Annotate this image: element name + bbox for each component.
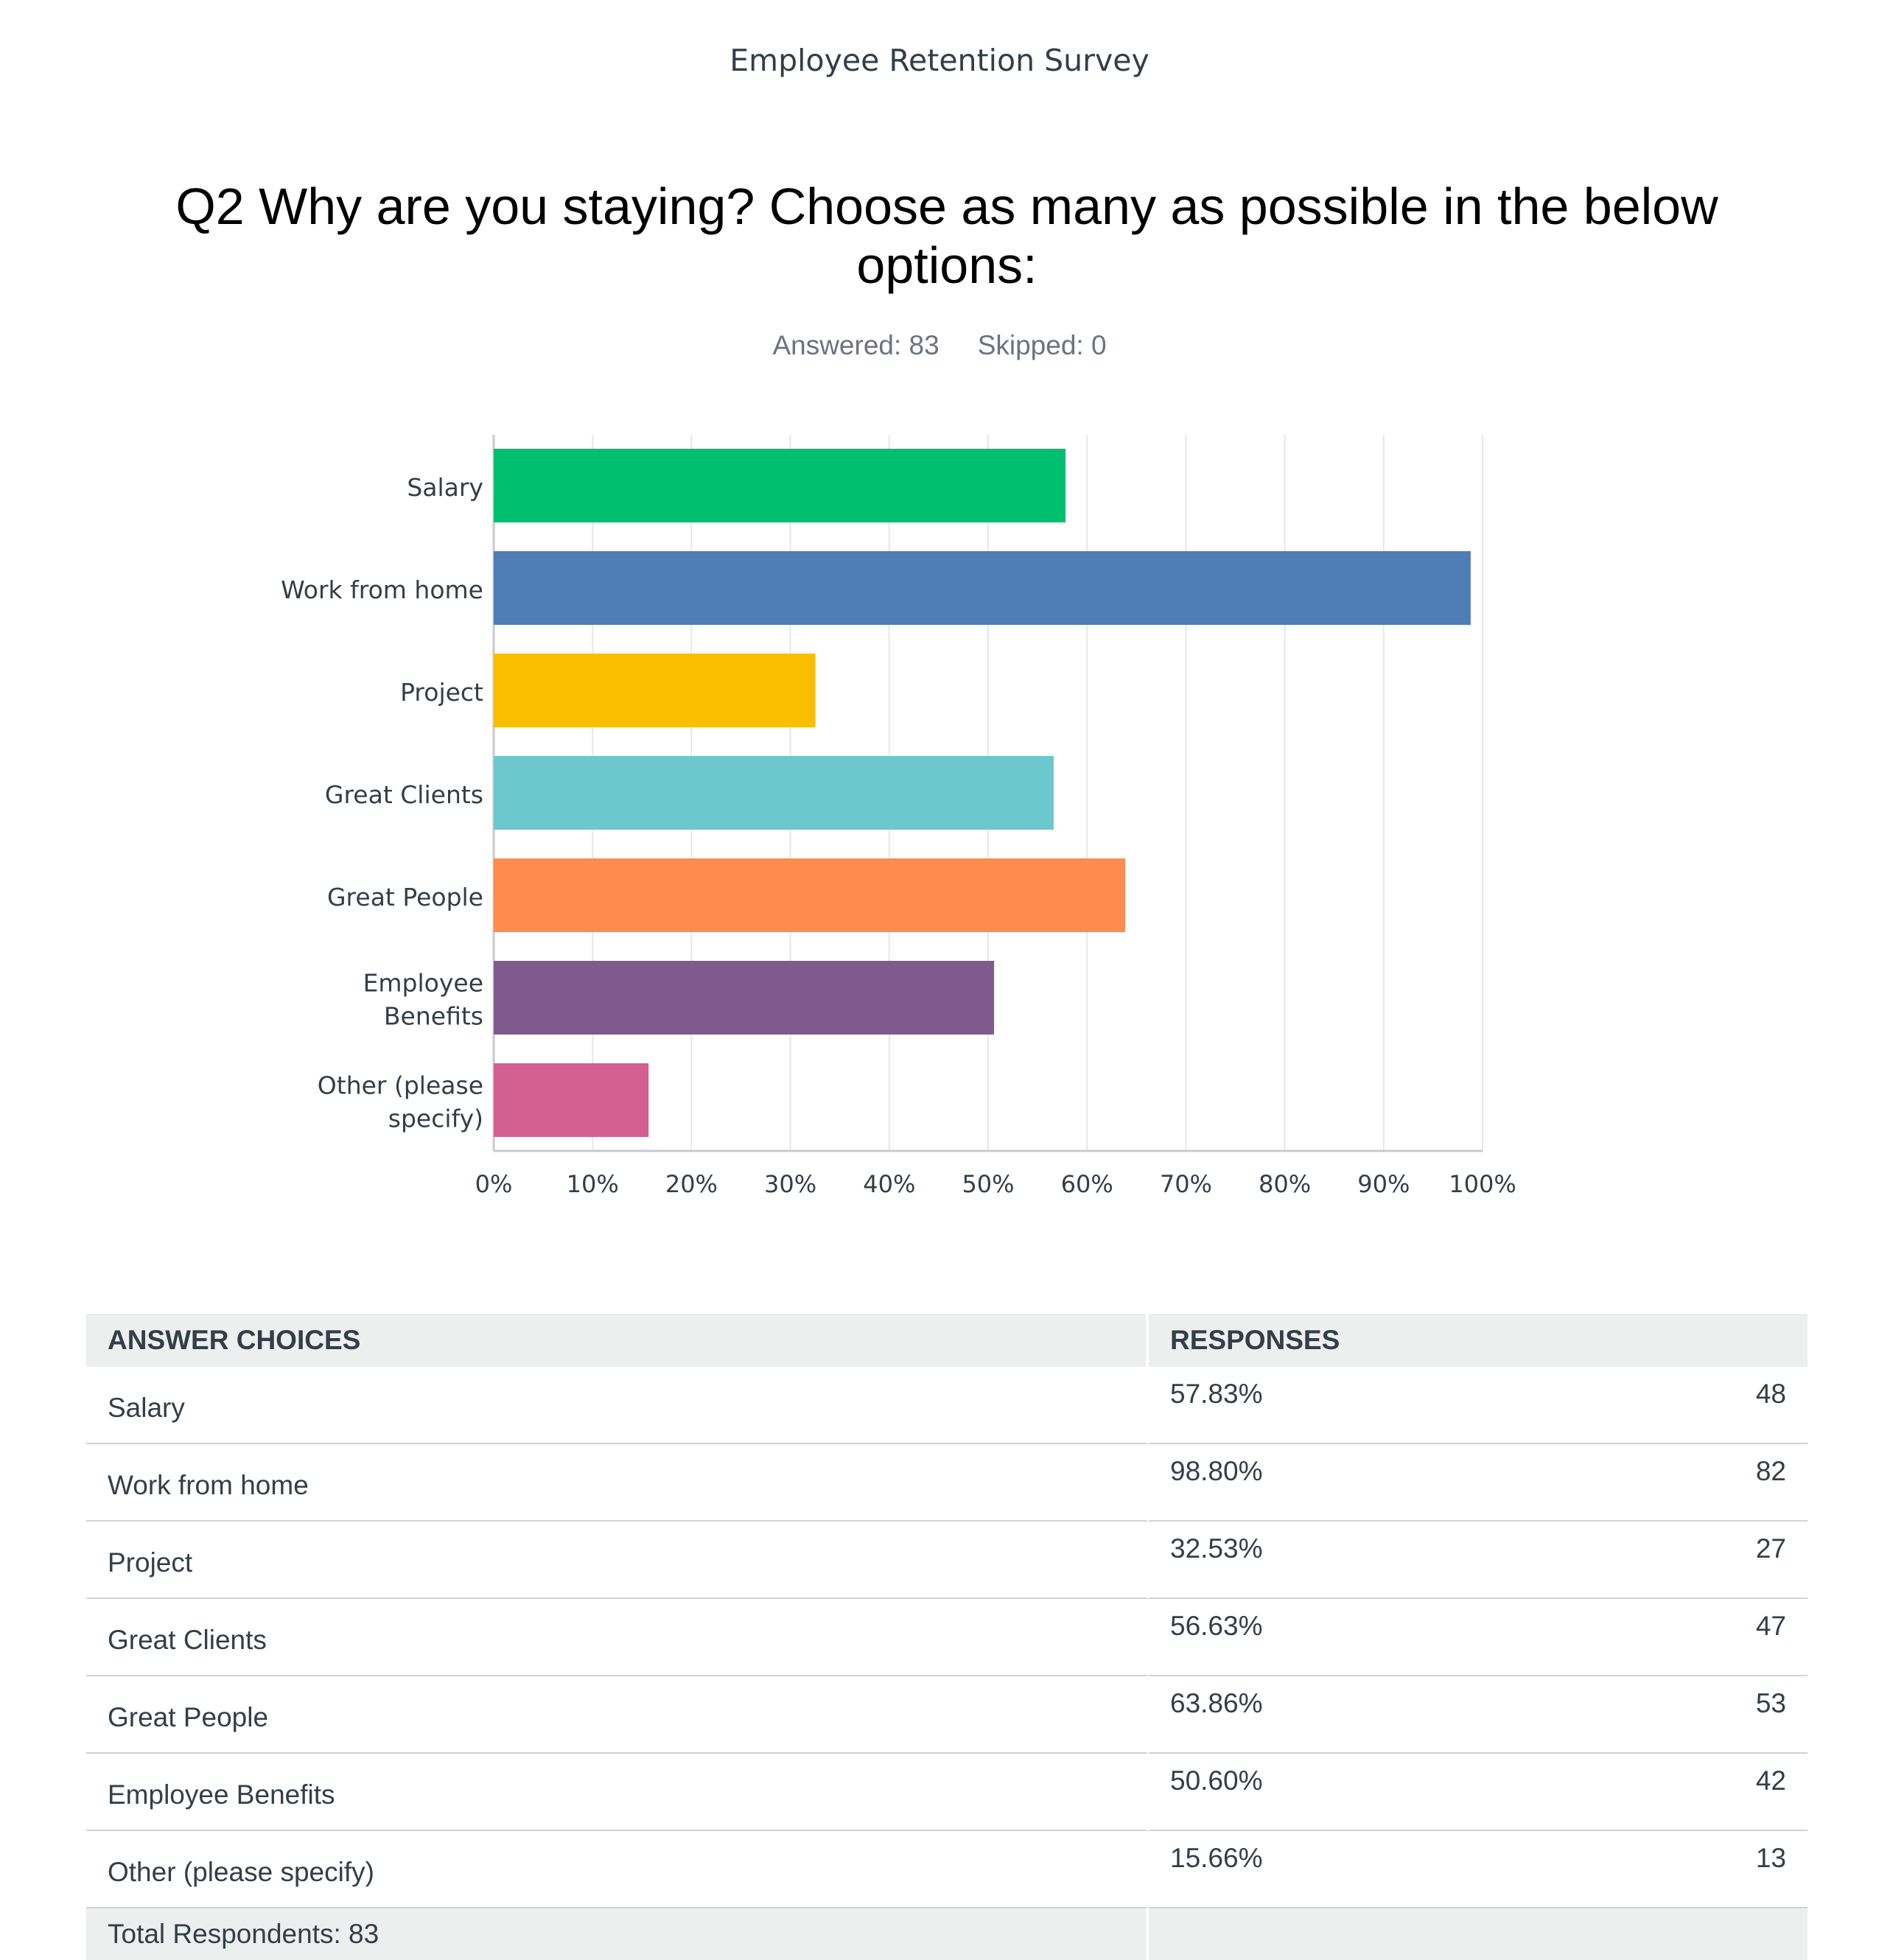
table-header-row: ANSWER CHOICES RESPONSES [86, 1314, 1808, 1367]
response-count: 82 [1755, 1456, 1786, 1486]
bar [494, 449, 1066, 522]
x-tick-label: 10% [567, 1170, 619, 1198]
bar [494, 858, 1126, 932]
response-count: 48 [1755, 1379, 1786, 1409]
bar [494, 756, 1054, 830]
category-label: Benefits [384, 1002, 483, 1031]
response-cell: 98.80% 82 [1149, 1444, 1808, 1522]
response-cell: 32.53% 27 [1149, 1522, 1808, 1599]
category-label: Other (please [318, 1071, 483, 1100]
response-cell: 50.60% 42 [1149, 1754, 1808, 1831]
question-title: Q2 Why are you staying? Choose as many a… [175, 178, 1718, 294]
x-tick-label: 60% [1061, 1170, 1113, 1198]
category-label: Employee [363, 969, 483, 998]
x-tick-label: 30% [764, 1170, 816, 1198]
response-cell: 57.83% 48 [1149, 1367, 1808, 1444]
response-percent: 15.66% [1170, 1843, 1263, 1873]
answer-choice: Great People [86, 1676, 1149, 1754]
total-respondents: Total Respondents: 83 [86, 1908, 1149, 1960]
category-label: Work from home [281, 575, 483, 604]
x-tick-label: 70% [1160, 1170, 1212, 1198]
response-count: 42 [1755, 1765, 1786, 1796]
answer-choice: Work from home [86, 1444, 1149, 1522]
total-row: Total Respondents: 83 [86, 1908, 1808, 1960]
table-row: Project 32.53% 27 [86, 1522, 1808, 1599]
response-cell: 56.63% 47 [1149, 1599, 1808, 1676]
bar [494, 961, 995, 1035]
bar-chart: Salary Work from home Project Great Clients… [281, 435, 1516, 1198]
table-row: Salary 57.83% 48 [86, 1367, 1808, 1444]
skipped-count: Skipped: 0 [977, 330, 1107, 360]
x-tick-label: 20% [665, 1170, 718, 1198]
results-table: ANSWER CHOICES RESPONSES Salary 57.83% 48… [86, 1314, 1808, 1960]
table-row: Other (please specify) 15.66% 13 [86, 1831, 1808, 1908]
answer-choice: Employee Benefits [86, 1754, 1149, 1831]
response-count: 47 [1755, 1611, 1786, 1641]
response-percent: 98.80% [1170, 1456, 1263, 1486]
answer-choice: Salary [86, 1367, 1149, 1444]
response-stats: Answered: 83 Skipped: 0 [0, 330, 1879, 361]
response-percent: 32.53% [1170, 1533, 1263, 1564]
header-answer-choices: ANSWER CHOICES [86, 1314, 1149, 1367]
table-row: Employee Benefits 50.60% 42 [86, 1754, 1808, 1831]
x-tick-label: 40% [863, 1170, 915, 1198]
response-percent: 57.83% [1170, 1379, 1263, 1409]
category-label: specify) [388, 1105, 483, 1133]
x-tick-label: 90% [1357, 1170, 1410, 1198]
response-cell: 63.86% 53 [1149, 1676, 1808, 1754]
category-label: Great Clients [325, 780, 483, 809]
response-percent: 56.63% [1170, 1611, 1263, 1641]
table-row: Work from home 98.80% 82 [86, 1444, 1808, 1522]
answer-choice: Project [86, 1522, 1149, 1599]
bar [494, 1063, 649, 1137]
survey-title: Employee Retention Survey [729, 43, 1150, 78]
table-row: Great Clients 56.63% 47 [86, 1599, 1808, 1676]
response-count: 13 [1755, 1843, 1786, 1873]
total-empty-cell [1149, 1908, 1808, 1960]
table-row: Great People 63.86% 53 [86, 1676, 1808, 1754]
bar [494, 551, 1471, 625]
bar [494, 654, 816, 727]
answer-choice: Great Clients [86, 1599, 1149, 1676]
category-label: Project [400, 678, 483, 707]
response-count: 53 [1755, 1688, 1786, 1718]
response-percent: 50.60% [1170, 1765, 1263, 1796]
response-cell: 15.66% 13 [1149, 1831, 1808, 1908]
x-tick-label: 100% [1449, 1170, 1516, 1198]
answer-choice: Other (please specify) [86, 1831, 1149, 1908]
category-label: Great People [327, 883, 483, 911]
x-tick-label: 50% [962, 1170, 1014, 1198]
response-percent: 63.86% [1170, 1688, 1263, 1718]
x-tick-label: 80% [1259, 1170, 1311, 1198]
response-count: 27 [1755, 1533, 1786, 1564]
x-tick-label: 0% [475, 1170, 513, 1198]
category-label: Salary [407, 473, 483, 502]
answered-count: Answered: 83 [772, 330, 940, 360]
header-responses: RESPONSES [1149, 1314, 1808, 1367]
